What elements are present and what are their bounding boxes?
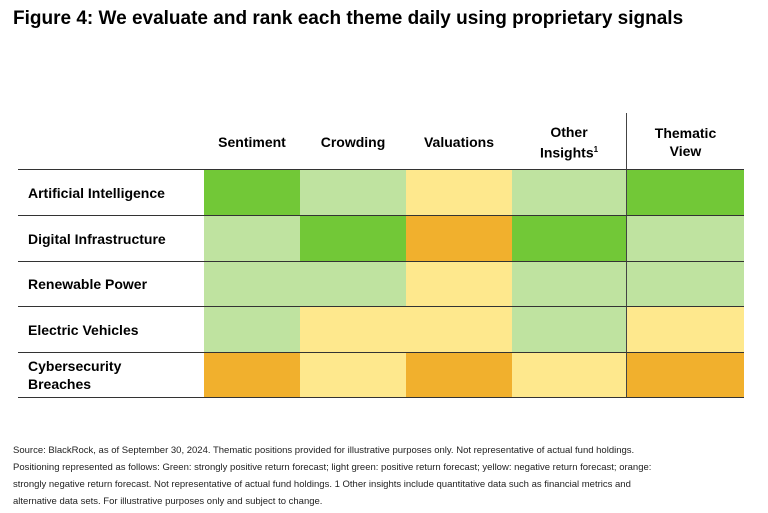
footnote-line-3: strongly negative return forecast. Not r… [13, 479, 631, 490]
heat-cell-digital-infrastructure-valuations [406, 215, 512, 261]
column-header-thematic-view: Thematic View [626, 113, 744, 169]
other-insights-line1: Other [550, 123, 588, 140]
footnote-line-4: alternative data sets. For illustrative … [13, 496, 323, 507]
heat-cell-renewable-power-other-insights [512, 261, 626, 306]
row-label-digital-infrastructure: Digital Infrastructure [18, 215, 204, 261]
heat-cell-cybersecurity-breaches-sentiment [204, 352, 300, 398]
heat-cell-artificial-intelligence-sentiment [204, 169, 300, 215]
heat-cell-artificial-intelligence-crowding [300, 169, 406, 215]
source-footnote: Source: BlackRock, as of September 30, 2… [13, 442, 743, 510]
row-label-cybersecurity-breaches: Cybersecurity Breaches [18, 352, 204, 398]
heat-cell-digital-infrastructure-sentiment [204, 215, 300, 261]
footnote-line-2: Positioning represented as follows: Gree… [13, 462, 652, 473]
heat-cell-artificial-intelligence-thematic-view [626, 169, 744, 215]
heat-cell-cybersecurity-breaches-crowding [300, 352, 406, 398]
heat-cell-digital-infrastructure-thematic-view [626, 215, 744, 261]
heat-cell-cybersecurity-breaches-valuations [406, 352, 512, 398]
heat-cell-artificial-intelligence-other-insights [512, 169, 626, 215]
column-header-valuations: Valuations [423, 134, 495, 150]
heat-cell-cybersecurity-breaches-other-insights [512, 352, 626, 398]
heat-cell-digital-infrastructure-crowding [300, 215, 406, 261]
thematic-view-line2: View [669, 143, 702, 159]
heat-cell-renewable-power-valuations [406, 261, 512, 306]
row-label-electric-vehicles: Electric Vehicles [18, 306, 204, 352]
other-insights-line2: Insights [539, 144, 594, 161]
figure-title: Figure 4: We evaluate and rank each them… [13, 8, 684, 29]
heat-cell-renewable-power-crowding [300, 261, 406, 306]
heat-cell-electric-vehicles-other-insights [512, 306, 626, 352]
column-header-other-insights: Other Insights1 [512, 113, 626, 169]
heat-cell-renewable-power-thematic-view [626, 261, 744, 306]
heat-cell-artificial-intelligence-valuations [406, 169, 512, 215]
heat-cell-electric-vehicles-crowding [300, 306, 406, 352]
row-label-renewable-power: Renewable Power [18, 261, 204, 306]
row-label-artificial-intelligence: Artificial Intelligence [18, 169, 204, 215]
heat-cell-electric-vehicles-sentiment [204, 306, 300, 352]
thematic-view-line1: Thematic [654, 125, 717, 141]
heat-cell-digital-infrastructure-other-insights [512, 215, 626, 261]
heatmap-table: Sentiment Crowding Valuations Other Insi… [18, 113, 744, 398]
footnote-line-1: Source: BlackRock, as of September 30, 2… [13, 445, 635, 456]
heat-cell-renewable-power-sentiment [204, 261, 300, 306]
table-corner [18, 113, 204, 169]
footnote-marker: 1 [593, 144, 599, 154]
heat-cell-electric-vehicles-thematic-view [626, 306, 744, 352]
column-header-sentiment: Sentiment [218, 134, 286, 150]
heat-cell-cybersecurity-breaches-thematic-view [626, 352, 744, 398]
heat-cell-electric-vehicles-valuations [406, 306, 512, 352]
column-header-crowding: Crowding [320, 134, 386, 150]
